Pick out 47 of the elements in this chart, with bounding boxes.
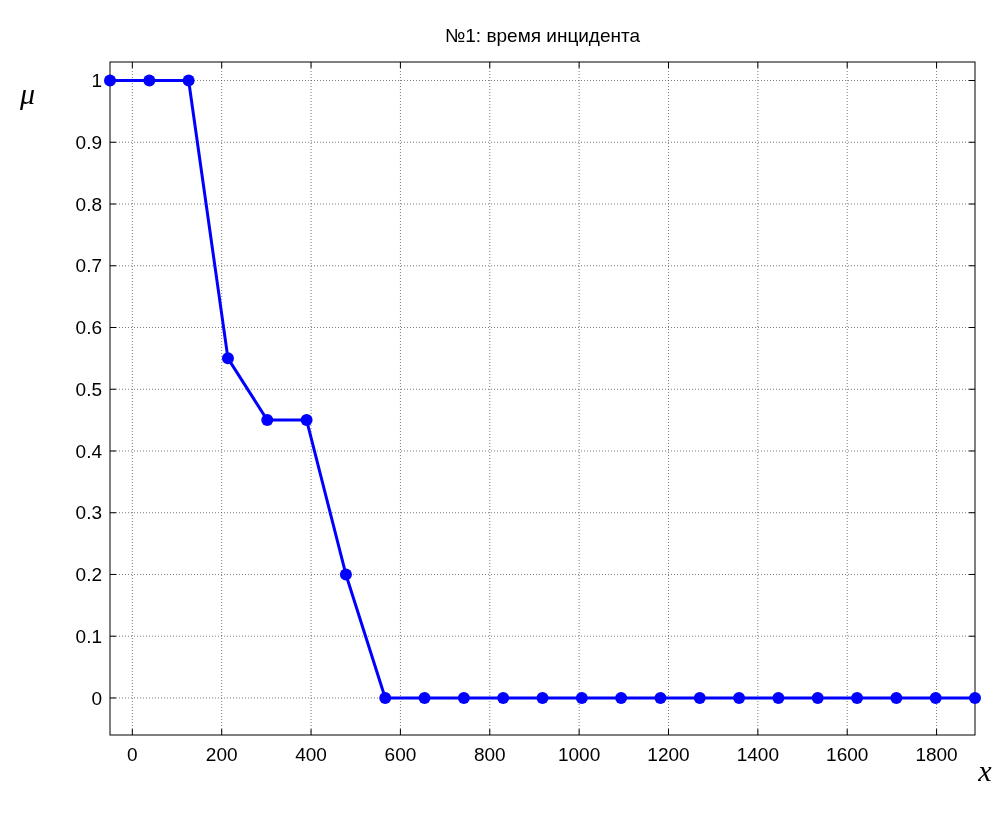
point [811,691,824,704]
point [379,691,392,704]
point [418,691,431,704]
point [104,74,116,87]
chart-title: №1: время инцидента [444,25,641,46]
y-tick-label: 0.5 [75,378,102,400]
point [929,691,942,704]
x-tick-label: 200 [205,744,238,765]
y-tick-label: 1 [91,70,102,92]
y-tick-label: 0.2 [75,564,102,586]
point [221,352,234,365]
point [851,691,864,704]
point [261,414,274,427]
y-tick-label: 0.9 [75,131,102,153]
point [457,691,470,704]
point [654,691,667,704]
x-tick-label: 1400 [736,744,779,765]
point [536,691,549,704]
x-tick-label: 1200 [647,744,690,765]
x-tick-label: 800 [473,744,506,765]
point [575,691,588,704]
x-tick-label: 600 [384,744,417,765]
point [497,691,510,704]
point [339,568,352,581]
point [733,691,746,704]
y-tick-label: 0.6 [75,317,102,339]
point [182,74,195,87]
x-tick-label: 400 [295,744,327,765]
point [772,691,785,704]
point [300,414,313,427]
y-tick-label: 0.7 [75,255,102,277]
point [615,691,628,704]
point [143,74,156,87]
x-tick-label: 1000 [558,744,601,765]
x-tick-label: 0 [127,744,138,765]
point [890,691,903,704]
x-axis-title: x [977,754,993,787]
y-tick-label: 0.3 [75,502,102,524]
point [969,691,981,704]
point [693,691,706,704]
y-tick-label: 0.4 [75,440,103,462]
x-tick-label: 1600 [826,744,869,765]
x-tick-label: 1800 [915,744,958,765]
y-tick-label: 0.8 [75,193,102,215]
y-tick-label: 0.1 [75,625,102,647]
y-tick-label: 0 [91,687,102,709]
y-axis-title: μ [19,77,36,110]
